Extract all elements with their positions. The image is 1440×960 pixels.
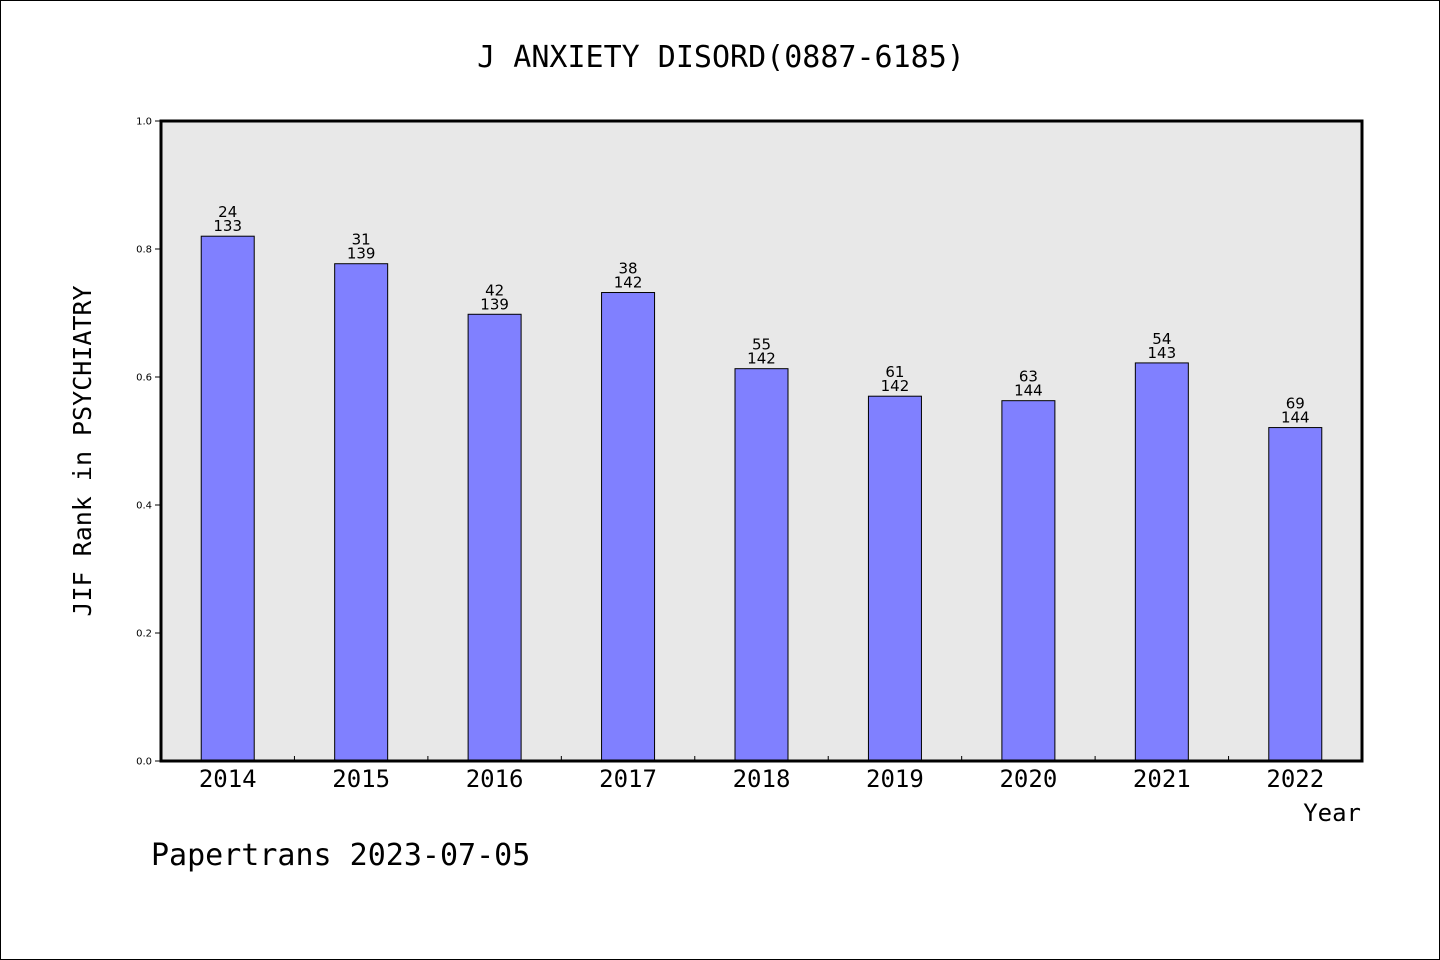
- x-tick-label: 2022: [1266, 765, 1324, 793]
- total-label: 144: [1014, 382, 1043, 400]
- footer-credit: Papertrans 2023-07-05: [151, 838, 530, 873]
- total-label: 142: [747, 350, 776, 368]
- x-tick-label: 2020: [999, 765, 1057, 793]
- total-label: 139: [347, 245, 376, 263]
- total-label: 143: [1148, 344, 1177, 362]
- rank-label: 61: [885, 363, 904, 381]
- rank-label: 55: [752, 336, 771, 354]
- x-tick-label: 2016: [466, 765, 524, 793]
- total-label: 142: [881, 377, 910, 395]
- rank-label: 24: [218, 203, 237, 221]
- y-axis-label: JIF Rank in PSYCHIATRY: [68, 285, 97, 616]
- x-tick-label: 2015: [332, 765, 390, 793]
- chart-title: J ANXIETY DISORD(0887-6185): [477, 40, 965, 75]
- rank-label: 69: [1286, 395, 1305, 413]
- x-tick-label: 2018: [733, 765, 791, 793]
- bar-2015: [334, 263, 389, 762]
- total-label: 139: [480, 295, 509, 313]
- total-label: 142: [614, 274, 643, 292]
- bar-2018: [734, 368, 789, 762]
- rank-label: 31: [352, 231, 371, 249]
- rank-label: 63: [1019, 368, 1038, 386]
- bar-2021: [1134, 362, 1189, 762]
- bar-2014: [200, 235, 255, 762]
- y-tick-label: 0.6: [136, 373, 152, 384]
- rank-label: 38: [619, 260, 638, 278]
- x-tick-label: 2021: [1133, 765, 1191, 793]
- x-tick-label: 2014: [199, 765, 257, 793]
- bar-2017: [601, 292, 656, 762]
- bar-2016: [467, 313, 522, 762]
- plot-frame: [159, 119, 1364, 763]
- y-tick-label: 0.8: [136, 245, 152, 256]
- total-label: 133: [213, 217, 242, 235]
- rank-label: 54: [1152, 330, 1171, 348]
- x-tick-label: 2019: [866, 765, 924, 793]
- total-label: 144: [1281, 409, 1310, 427]
- y-tick-label: 1.0: [136, 117, 152, 128]
- x-axis-label: Year: [1303, 799, 1361, 827]
- bar-2019: [867, 395, 922, 762]
- y-tick-label: 0.0: [136, 757, 152, 768]
- y-tick-label: 0.4: [136, 501, 152, 512]
- y-tick-label: 0.2: [136, 629, 152, 640]
- rank-label: 42: [485, 281, 504, 299]
- bar-2020: [1001, 400, 1056, 762]
- x-tick-label: 2017: [599, 765, 657, 793]
- bar-2022: [1268, 427, 1323, 762]
